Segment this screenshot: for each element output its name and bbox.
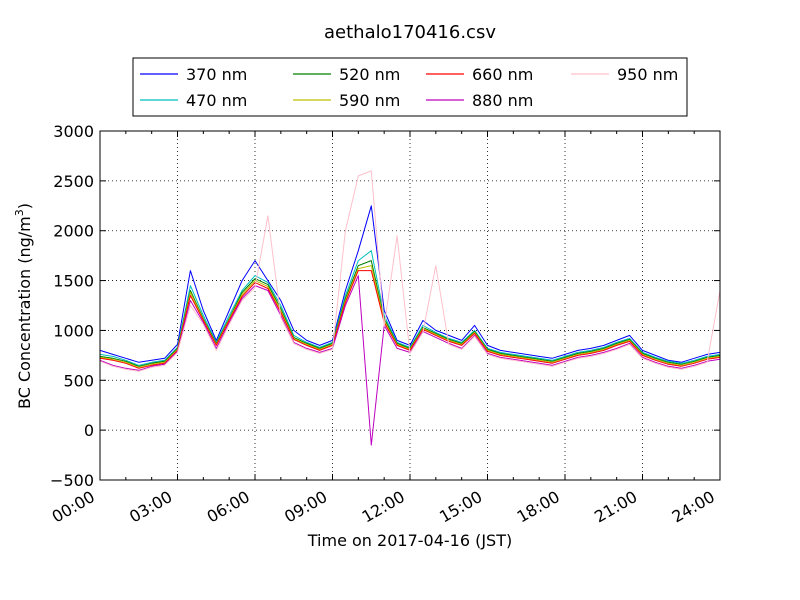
x-tick-label: 15:00 (436, 487, 485, 527)
x-axis-label: Time on 2017-04-16 (JST) (307, 531, 512, 550)
legend-label: 370 nm (186, 65, 247, 84)
legend-box (132, 57, 688, 117)
x-tick-label: 09:00 (281, 487, 330, 527)
series-lines (99, 170, 721, 446)
y-tick-label: 500 (63, 371, 94, 390)
y-tick-label: 1000 (53, 321, 94, 340)
y-tick-label: −500 (50, 471, 94, 490)
legend-label: 660 nm (472, 65, 533, 84)
y-tick-label: 1500 (53, 272, 94, 291)
y-axis-label-end: ) (15, 203, 34, 209)
y-tick-label: 3000 (53, 122, 94, 141)
x-tick-label: 12:00 (359, 487, 408, 527)
series-line-950-nm (99, 170, 721, 372)
y-axis-label-sup: 3 (13, 209, 26, 216)
legend-label: 880 nm (472, 91, 533, 110)
series-line-470-nm (99, 250, 721, 366)
x-tick-label: 06:00 (204, 487, 253, 527)
chart-title: aethalo170416.csv (324, 22, 496, 43)
x-tick-label: 21:00 (591, 487, 640, 527)
x-tick-label: 18:00 (514, 487, 563, 527)
legend-label: 590 nm (339, 91, 400, 110)
legend-label: 520 nm (339, 65, 400, 84)
x-tick-label: 24:00 (669, 487, 718, 527)
y-axis-label-main: BC Concentration (ng/m (15, 216, 34, 409)
y-axis-label: BC Concentration (ng/m3) (13, 203, 34, 409)
series-line-370-nm (99, 205, 721, 363)
legend-label: 470 nm (186, 91, 247, 110)
y-tick-label: 0 (84, 421, 94, 440)
x-tick-label: 03:00 (126, 487, 175, 527)
y-tick-label: 2500 (53, 172, 94, 191)
y-tick-label: 2000 (53, 222, 94, 241)
x-tick-label: 00:00 (49, 487, 98, 527)
legend-label: 950 nm (617, 65, 678, 84)
legend: 370 nm 470 nm 520 nm 590 nm 660 nm 880 nm 950 … (132, 57, 688, 117)
